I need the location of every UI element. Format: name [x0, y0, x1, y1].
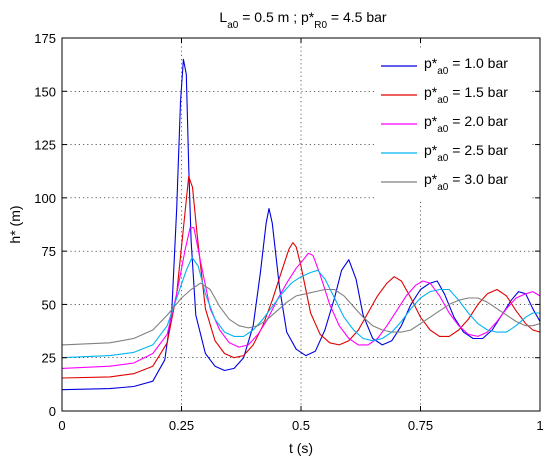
y-tick-label: 75	[42, 244, 56, 259]
legend-label-1: p*a0 = 1.0 bar	[424, 55, 508, 77]
legend-label-5: p*a0 = 3.0 bar	[424, 171, 508, 193]
chart-title: La0 = 0.5 m ; p*R0 = 4.5 bar	[219, 9, 386, 31]
ticks: 0 0.25 0.5 0.75 1 0 25 50 75 100 125 150 175	[34, 31, 543, 433]
y-tick-label: 100	[34, 191, 56, 206]
x-tick-label: 0.75	[408, 418, 433, 433]
y-tick-label: 50	[42, 297, 56, 312]
grid	[62, 38, 540, 411]
y-tick-label: 125	[34, 138, 56, 153]
series-line-1	[61, 58, 541, 391]
y-tick-label: 150	[34, 84, 56, 99]
y-tick-label: 0	[49, 404, 56, 419]
y-tick-label: 175	[34, 31, 56, 46]
legend-label-3: p*a0 = 2.0 bar	[424, 113, 508, 135]
series-line-4	[61, 256, 540, 359]
y-axis-label: h* (m)	[7, 205, 23, 243]
series-layer	[61, 58, 541, 391]
legend-label-4: p*a0 = 2.5 bar	[424, 142, 508, 164]
legend-label-2: p*a0 = 1.5 bar	[424, 84, 508, 106]
series-line-2	[61, 175, 541, 379]
legend: p*a0 = 1.0 bar p*a0 = 1.5 bar p*a0 = 2.0 b…	[375, 47, 533, 202]
y-tick-label: 25	[42, 351, 56, 366]
series-line-5	[61, 282, 541, 346]
x-tick-label: 0.5	[292, 418, 310, 433]
x-tick-label: 1	[536, 418, 543, 433]
x-axis-label: t (s)	[289, 440, 313, 456]
x-tick-label: 0	[58, 418, 65, 433]
x-tick-label: 0.25	[169, 418, 194, 433]
